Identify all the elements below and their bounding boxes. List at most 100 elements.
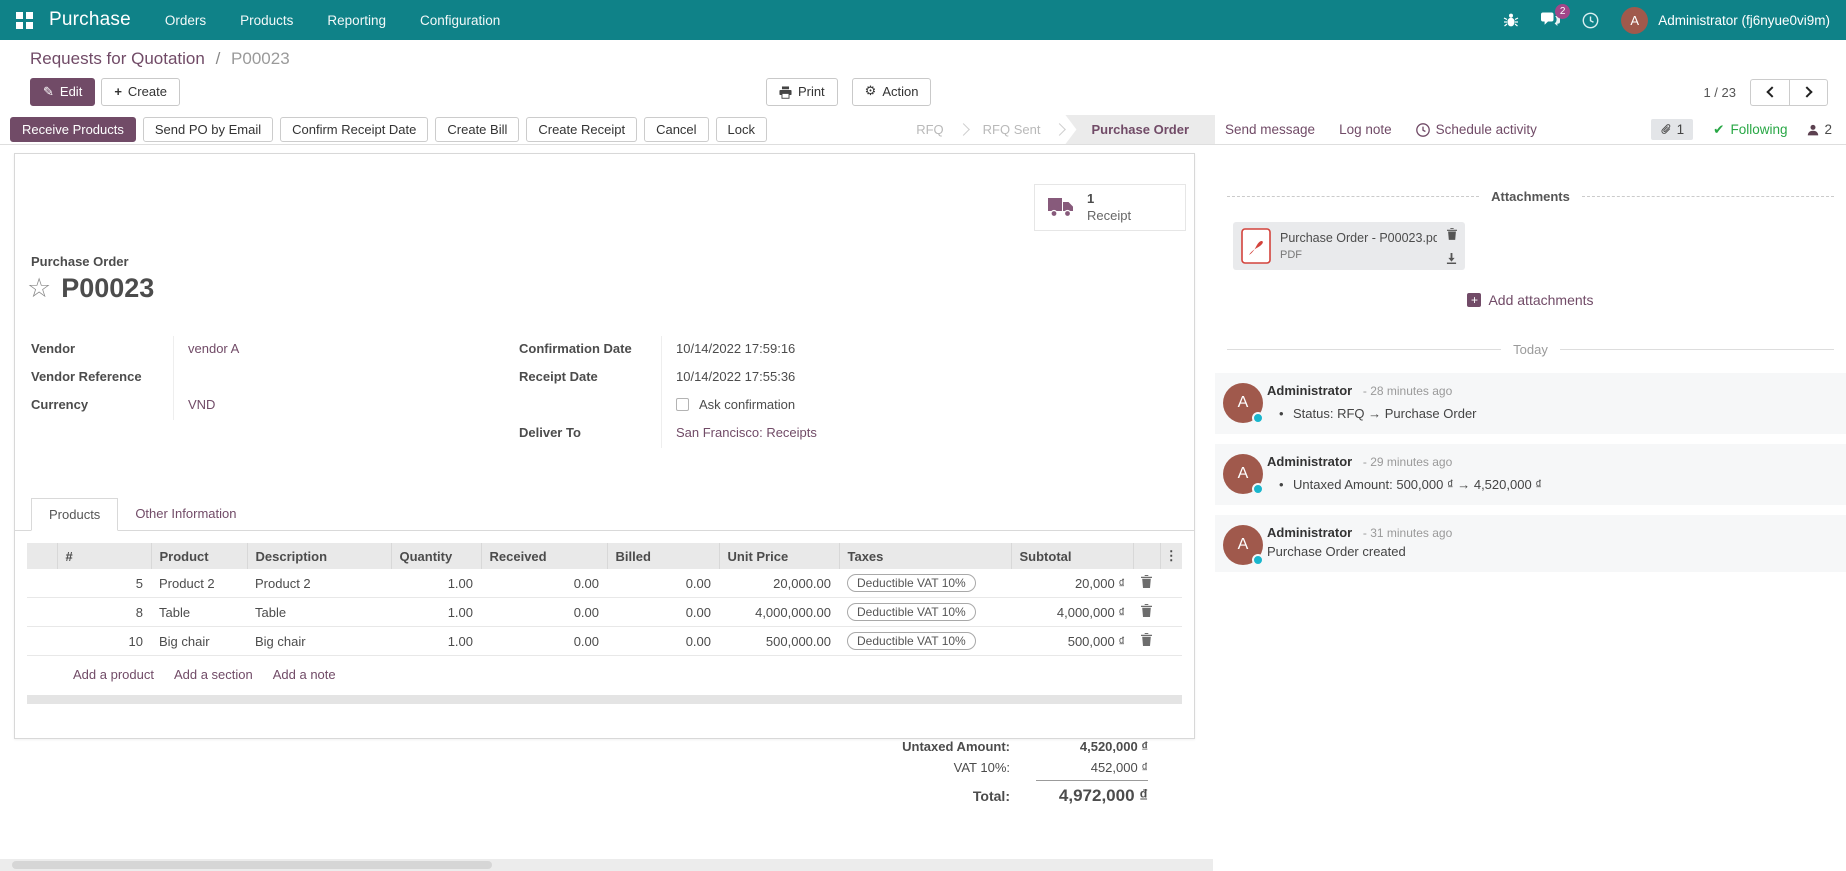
message-author[interactable]: Administrator	[1267, 383, 1353, 398]
cell-subtotal: 4,000,000 ₫	[1011, 597, 1133, 627]
deliver-to-value-link[interactable]: San Francisco: Receipts	[676, 425, 817, 440]
table-row[interactable]: 10 Big chair Big chair 1.00 0.00 0.00 50…	[27, 626, 1182, 656]
breadcrumb-separator: /	[215, 49, 221, 68]
action-button-label: Action	[882, 84, 919, 99]
attachment-filename[interactable]: Purchase Order - P00023.pdf	[1280, 231, 1437, 245]
favorite-star-icon[interactable]: ☆	[27, 273, 52, 304]
add-a-note-link[interactable]: Add a note	[272, 667, 336, 682]
message-author[interactable]: Administrator	[1267, 454, 1353, 469]
edit-button[interactable]: ✎ Edit	[30, 78, 96, 106]
delete-row-icon[interactable]	[1141, 633, 1152, 646]
message-author[interactable]: Administrator	[1267, 525, 1353, 540]
control-panel: Requests for Quotation / P00023 ✎ Edit +…	[0, 40, 1846, 115]
col-header-sequence[interactable]: #	[56, 543, 151, 569]
user-menu[interactable]: A Administrator (fj6nyue0vi9m)	[1621, 6, 1830, 34]
receive-products-button[interactable]: Receive Products	[10, 117, 136, 142]
breadcrumb-parent-link[interactable]: Requests for Quotation	[30, 49, 205, 68]
total-label: Total:	[972, 788, 1010, 804]
paperclip-icon	[1660, 123, 1672, 136]
action-button[interactable]: ⚙ Action	[851, 78, 932, 106]
activities-clock-icon[interactable]	[1582, 12, 1599, 29]
col-header-product[interactable]: Product	[150, 543, 247, 569]
receipt-smart-button[interactable]: 1 Receipt	[1034, 184, 1186, 231]
print-button-label: Print	[797, 84, 825, 99]
lock-button[interactable]: Lock	[715, 117, 768, 142]
debug-bug-icon[interactable]	[1503, 12, 1519, 28]
messages-icon[interactable]: 2	[1541, 4, 1571, 28]
col-header-description[interactable]: Description	[246, 543, 391, 569]
attachments-toggle-button[interactable]: 1	[1650, 119, 1694, 140]
table-row[interactable]: 5 Product 2 Product 2 1.00 0.00 0.00 20,…	[27, 569, 1182, 598]
send-message-button[interactable]: Send message	[1225, 122, 1316, 137]
confirm-receipt-date-button[interactable]: Confirm Receipt Date	[280, 117, 429, 142]
followers-button[interactable]: 2	[1807, 122, 1832, 137]
ask-confirmation-checkbox[interactable]	[676, 398, 689, 411]
follower-count: 2	[1824, 122, 1832, 137]
add-a-section-link[interactable]: Add a section	[173, 667, 253, 682]
optional-columns-icon[interactable]: ⋮	[1159, 543, 1182, 569]
message: A Administrator - 28 minutes ago Status:…	[1215, 373, 1846, 434]
create-bill-button[interactable]: Create Bill	[435, 117, 520, 142]
pager-next-button[interactable]	[1789, 78, 1828, 106]
currency-value-link[interactable]: VND	[188, 397, 216, 412]
pager-previous-button[interactable]	[1750, 78, 1789, 106]
col-header-billed[interactable]: Billed	[606, 543, 719, 569]
notebook-tabs: Products Other Information	[15, 498, 1194, 531]
cell-billed: 0.00	[607, 597, 719, 627]
apps-grid-icon[interactable]	[16, 11, 33, 29]
clock-icon	[1415, 122, 1430, 137]
row-handle[interactable]	[27, 626, 57, 656]
status-step-purchase-order[interactable]: Purchase Order	[1065, 115, 1215, 144]
app-brand[interactable]: Purchase	[49, 9, 131, 30]
menu-orders[interactable]: Orders	[164, 12, 207, 28]
row-handle[interactable]	[27, 597, 57, 627]
create-receipt-button[interactable]: Create Receipt	[526, 117, 638, 142]
create-button-label: Create	[127, 84, 167, 99]
statusbar: Receive Products Send PO by Email Confir…	[0, 115, 1215, 145]
scrollbar-thumb[interactable]	[12, 861, 492, 869]
menu-reporting[interactable]: Reporting	[327, 12, 386, 28]
col-header-received[interactable]: Received	[480, 543, 607, 569]
tab-other-information[interactable]: Other Information	[135, 506, 237, 521]
create-button[interactable]: + Create	[101, 78, 180, 106]
cell-sequence: 10	[57, 626, 151, 656]
chevron-left-icon	[1765, 86, 1778, 98]
delete-row-icon[interactable]	[1141, 575, 1152, 588]
online-status-dot	[1252, 483, 1264, 495]
menu-configuration[interactable]: Configuration	[419, 12, 501, 28]
delete-row-icon[interactable]	[1141, 604, 1152, 617]
status-step-rfq[interactable]: RFQ	[916, 122, 944, 137]
status-step-rfq-sent[interactable]: RFQ Sent	[982, 122, 1041, 137]
download-attachment-icon[interactable]	[1446, 253, 1457, 264]
log-note-button[interactable]: Log note	[1339, 122, 1392, 137]
chatter-panel: Send message Log note Schedule activity …	[1215, 115, 1846, 871]
vendor-value-link[interactable]: vendor A	[188, 341, 240, 356]
row-handle[interactable]	[27, 569, 57, 598]
attachment-card[interactable]: Purchase Order - P00023.pdf PDF	[1233, 222, 1465, 270]
cancel-button[interactable]: Cancel	[644, 117, 709, 142]
following-button[interactable]: ✔ Following	[1713, 122, 1787, 138]
tab-products[interactable]: Products	[31, 498, 119, 531]
table-bottom-strip	[27, 695, 1182, 704]
schedule-activity-label: Schedule activity	[1435, 122, 1537, 137]
col-header-subtotal[interactable]: Subtotal	[1010, 543, 1133, 569]
message-avatar: A	[1223, 525, 1264, 566]
main-menu: Orders Products Reporting Configuration	[165, 13, 500, 28]
send-po-by-email-button[interactable]: Send PO by Email	[142, 117, 274, 142]
col-header-quantity[interactable]: Quantity	[390, 543, 481, 569]
col-header-taxes[interactable]: Taxes	[838, 543, 1011, 569]
tax-badge: Deductible VAT 10%	[847, 603, 976, 621]
add-attachments-button[interactable]: + Add attachments	[1215, 292, 1846, 308]
col-header-unit-price[interactable]: Unit Price	[718, 543, 839, 569]
menu-products[interactable]: Products	[240, 12, 294, 28]
horizontal-scrollbar[interactable]	[0, 859, 1213, 871]
cell-unit-price: 20,000.00	[719, 569, 839, 598]
add-a-product-link[interactable]: Add a product	[73, 667, 154, 682]
print-button[interactable]: Print	[765, 78, 838, 106]
schedule-activity-button[interactable]: Schedule activity	[1415, 122, 1537, 137]
table-row[interactable]: 8 Table Table 1.00 0.00 0.00 4,000,000.0…	[27, 597, 1182, 627]
delete-attachment-icon[interactable]	[1446, 228, 1457, 240]
cell-unit-price: 500,000.00	[719, 626, 839, 656]
control-panel-buttons: ✎ Edit + Create Print ⚙ Action 1 / 23	[30, 78, 1830, 106]
